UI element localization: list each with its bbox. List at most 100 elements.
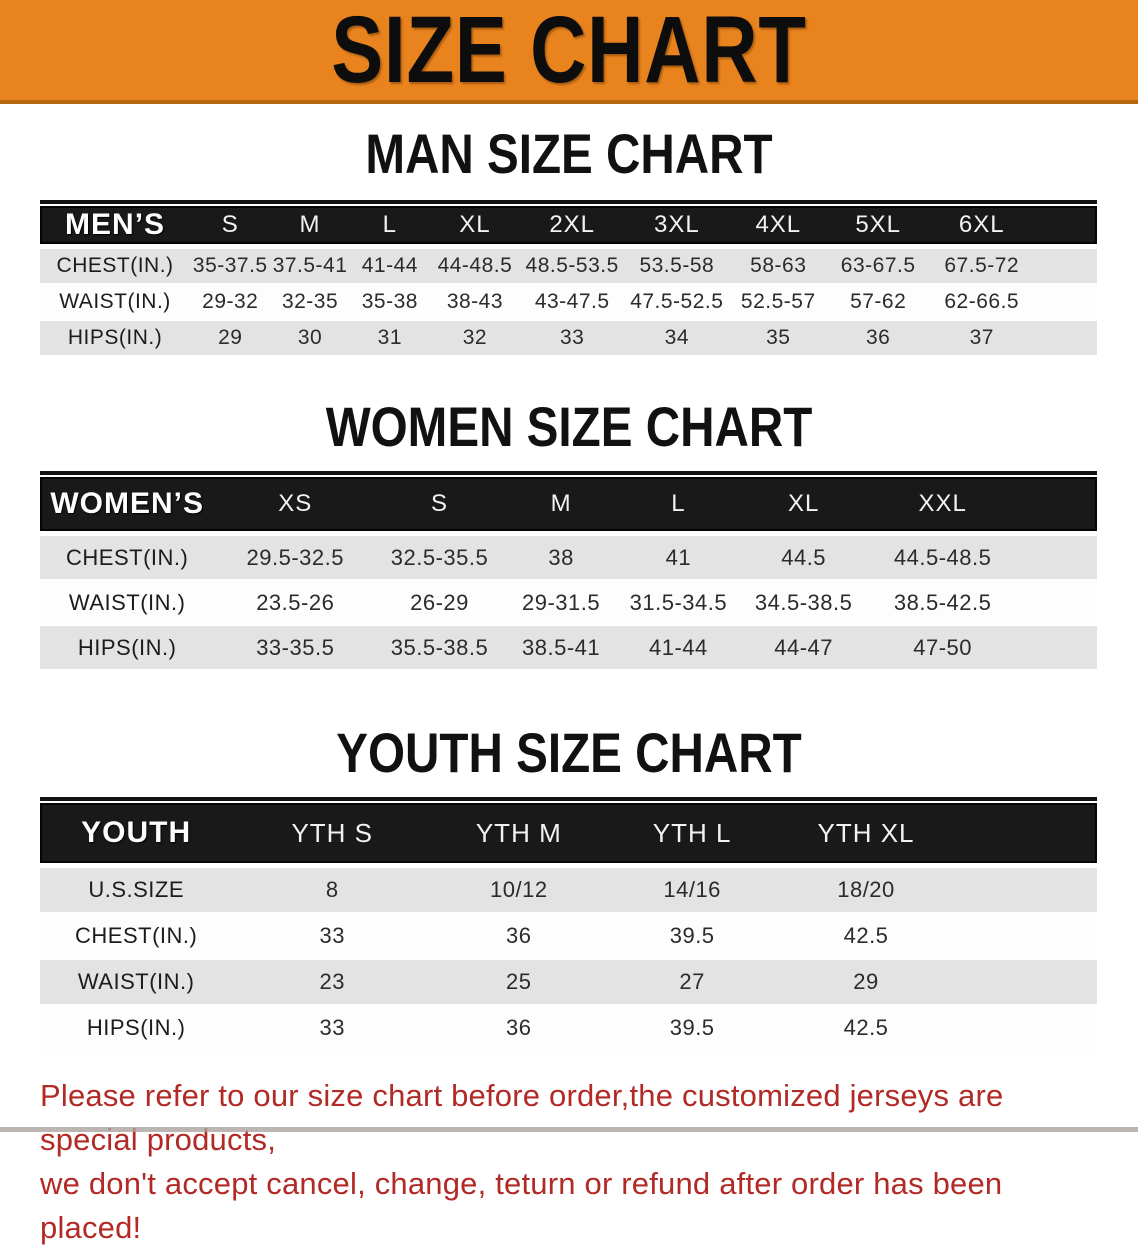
size-column-header: YTH XL [817, 817, 915, 848]
table-row: WAIST(IN.) 23.5-26 26-29 29-31.5 31.5-34.5 34… [40, 581, 1097, 624]
disclaimer-line-1: Please refer to our size chart before or… [40, 1078, 1004, 1157]
size-value: 18/20 [837, 877, 895, 902]
table-row: WAIST(IN.) 29-32 32-35 35-38 38-43 43-47.5 47.… [40, 285, 1097, 319]
bottom-edge-strip [0, 1127, 1138, 1132]
size-value: 63-67.5 [840, 254, 916, 277]
table-row: HIPS(IN.) 29 30 31 32 33 34 35 36 37 [40, 319, 1097, 357]
size-column-header: YTH M [475, 817, 562, 848]
size-value: 32 [462, 326, 488, 349]
size-column-header: M [299, 211, 321, 238]
size-value: 34.5-38.5 [754, 589, 853, 615]
size-value: 41-44 [361, 254, 418, 277]
size-value: 36 [506, 923, 532, 948]
size-value: 38.5-41 [522, 634, 601, 660]
size-value: 38 [548, 544, 574, 570]
youth-size-table: YOUTH YTH S YTH M YTH L YTH XL U.S.SIZE 8 10/12… [40, 797, 1097, 1050]
size-value: 33-35.5 [256, 634, 335, 660]
size-value: 44-47 [774, 634, 834, 660]
size-value: 29 [218, 326, 243, 349]
womens-table-header-bar: WOMEN’S XS S M L XL XXL [40, 477, 1097, 531]
size-value: 53.5-58 [639, 254, 715, 277]
measurement-row-label: CHEST(IN.) [66, 544, 189, 570]
size-value: 23 [319, 969, 345, 994]
size-value: 25 [506, 969, 532, 994]
size-value: 30 [297, 326, 323, 349]
size-value: 23.5-26 [256, 589, 335, 615]
youth-table-corner-label: YOUTH [81, 816, 192, 849]
size-column-header: 3XL [653, 211, 700, 238]
size-column-header: XS [278, 490, 313, 517]
table-row: CHEST(IN.) 29.5-32.5 32.5-35.5 38 41 44.5 44.5… [40, 534, 1097, 581]
size-value: 62-66.5 [944, 290, 1020, 313]
size-column-header: S [221, 211, 239, 238]
measurement-row-label: HIPS(IN.) [86, 1015, 186, 1040]
size-value: 8 [325, 877, 339, 902]
size-value: 48.5-53.5 [525, 254, 619, 277]
womens-size-table: WOMEN’S XS S M L XL XXL CHEST(IN.) 29.5-32.5 32.5… [40, 471, 1097, 671]
size-value: 52.5-57 [740, 290, 816, 313]
size-value: 33 [560, 326, 585, 349]
size-value: 29.5-32.5 [246, 544, 344, 570]
table-row: CHEST(IN.) 33 36 39.5 42.5 [40, 914, 1097, 958]
size-value: 37.5-41 [272, 254, 348, 277]
size-column-header: 5XL [855, 211, 902, 238]
mens-size-table: MEN’S S M L XL 2XL 3XL 4XL 5XL 6XL CHEST(IN.) 35-37… [40, 200, 1097, 357]
size-value: 34 [664, 326, 689, 349]
measurement-row-label: CHEST(IN.) [75, 923, 198, 948]
size-value: 37 [969, 326, 994, 349]
size-value: 31.5-34.5 [629, 589, 728, 615]
size-value: 39.5 [669, 923, 715, 948]
size-value: 41 [665, 544, 692, 570]
mens-section-heading: MAN SIZE CHART [365, 122, 773, 185]
size-value: 31 [377, 326, 403, 349]
size-column-header: XL [459, 211, 491, 238]
size-value: 35-37.5 [192, 254, 268, 277]
size-value: 35 [766, 326, 791, 349]
size-column-header: XL [787, 490, 820, 517]
table-row: HIPS(IN.) 33 36 39.5 42.5 [40, 1006, 1097, 1050]
size-value: 39.5 [669, 1015, 715, 1040]
table-row: U.S.SIZE 8 10/12 14/16 18/20 [40, 866, 1097, 914]
table-row: CHEST(IN.) 35-37.5 37.5-41 41-44 44-48.5 48.5… [40, 247, 1097, 285]
size-value: 44.5 [781, 544, 827, 570]
size-column-header: 6XL [958, 211, 1005, 238]
mens-table-header-bar: MEN’S S M L XL 2XL 3XL 4XL 5XL 6XL [40, 206, 1097, 244]
size-value: 26-29 [410, 589, 469, 615]
disclaimer-text: Please refer to our size chart before or… [40, 1074, 1100, 1250]
table-row: WAIST(IN.) 23 25 27 29 [40, 958, 1097, 1006]
measurement-row-label: WAIST(IN.) [59, 290, 171, 313]
size-value: 67.5-72 [944, 254, 1020, 277]
size-value: 44.5-48.5 [893, 544, 992, 570]
disclaimer-line-2: we don't accept cancel, change, teturn o… [40, 1166, 1003, 1245]
measurement-row-label: HIPS(IN.) [77, 634, 177, 660]
size-column-header: 4XL [755, 211, 802, 238]
size-value: 42.5 [843, 1015, 889, 1040]
size-value: 29-32 [202, 290, 259, 313]
size-column-header: M [550, 490, 572, 517]
size-value: 10/12 [490, 877, 548, 902]
size-value: 35-38 [361, 290, 418, 313]
page-title: SIZE CHART [331, 0, 807, 103]
size-column-header: YTH L [652, 817, 732, 848]
size-value: 43-47.5 [534, 290, 610, 313]
size-value: 58-63 [750, 254, 807, 277]
size-value: 14/16 [663, 877, 721, 902]
size-value: 35.5-38.5 [390, 634, 489, 660]
size-value: 33 [319, 923, 345, 948]
size-value: 29 [853, 969, 879, 994]
size-value: 32-35 [281, 290, 339, 313]
measurement-row-label: CHEST(IN.) [56, 254, 174, 277]
size-column-header: L [382, 211, 398, 238]
size-value: 27 [679, 969, 705, 994]
size-value: 38-43 [446, 290, 504, 313]
table-row: HIPS(IN.) 33-35.5 35.5-38.5 38.5-41 41-44 44-… [40, 624, 1097, 671]
size-value: 44-48.5 [437, 254, 513, 277]
size-column-header: YTH S [291, 817, 374, 848]
measurement-row-label: WAIST(IN.) [77, 969, 195, 994]
size-value: 47.5-52.5 [630, 290, 724, 313]
size-value: 29-31.5 [522, 589, 601, 615]
size-value: 41-44 [649, 634, 708, 660]
measurement-row-label: U.S.SIZE [88, 877, 185, 902]
size-column-header: S [431, 490, 449, 517]
size-value: 36 [865, 326, 891, 349]
